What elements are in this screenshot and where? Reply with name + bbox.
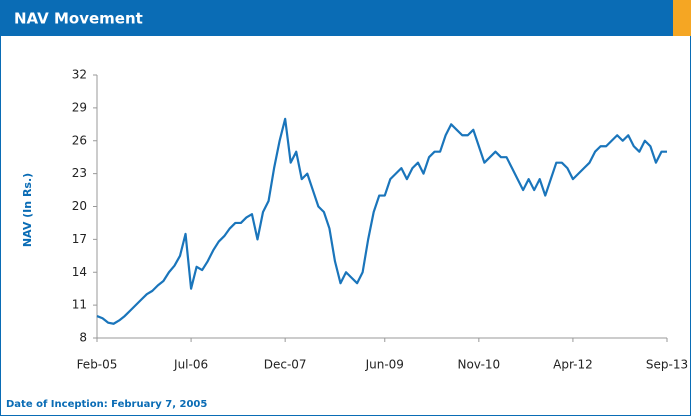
footer-note: Date of Inception: February 7, 2005	[6, 399, 207, 410]
header-bar	[0, 0, 673, 36]
y-tick-label: 14	[72, 265, 87, 279]
header-title: NAV Movement	[14, 10, 143, 28]
y-tick-label: 20	[72, 199, 87, 213]
x-tick-label: Dec-07	[264, 358, 307, 372]
y-axis-label: NAV (In Rs.)	[21, 173, 34, 247]
header-accent	[673, 0, 691, 36]
y-tick-label: 17	[72, 232, 87, 246]
y-tick-label: 23	[72, 166, 87, 180]
nav-line	[96, 117, 667, 325]
x-tick-label: Jul-06	[173, 358, 208, 372]
x-tick-label: Sep-13	[646, 358, 688, 372]
x-tick-label: Apr-12	[553, 358, 593, 372]
y-tick-label: 26	[72, 133, 87, 147]
y-tick-label: 11	[72, 298, 87, 312]
y-tick-label: 32	[72, 68, 87, 82]
x-tick-label: Jun-09	[365, 358, 404, 372]
y-tick-label: 8	[79, 331, 87, 345]
x-tick-label: Feb-05	[77, 358, 118, 372]
x-tick-label: Nov-10	[457, 358, 500, 372]
y-tick-label: 29	[72, 100, 87, 114]
